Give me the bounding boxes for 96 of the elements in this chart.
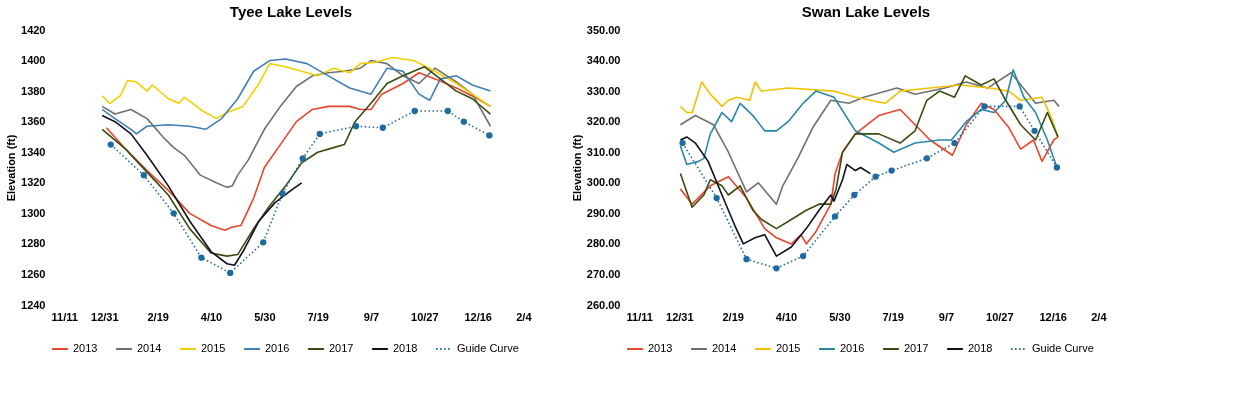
- y-tick-label: 260.00: [586, 298, 621, 311]
- point: [260, 239, 267, 246]
- y-tick-label: 280.00: [586, 237, 621, 250]
- point: [773, 265, 780, 272]
- point: [299, 155, 306, 162]
- y-axis-title: Elevation (ft): [5, 134, 18, 202]
- point: [981, 103, 988, 110]
- legend-label: 2013: [73, 342, 98, 354]
- point: [444, 107, 451, 115]
- y-tick-label: 1320: [21, 176, 46, 189]
- x-tick-label: 7/19: [882, 310, 904, 323]
- x-tick-label: 2/19: [147, 310, 169, 323]
- point: [951, 139, 958, 147]
- line-series: [679, 75, 1059, 230]
- legend-label: Guide Curve: [1032, 342, 1094, 354]
- x-tick-label: 7/19: [307, 310, 329, 323]
- point: [352, 123, 360, 130]
- legend-label: 2016: [265, 342, 290, 354]
- y-tick-label: 290.00: [586, 206, 621, 219]
- line-series: [101, 114, 303, 267]
- chart-title: Swan Lake Levels: [801, 3, 931, 20]
- y-tick-label: 1400: [21, 54, 46, 67]
- x-tick-label: 5/30: [254, 310, 276, 323]
- legend-label: 2015: [776, 342, 801, 354]
- point: [799, 252, 807, 260]
- y-tick-label: 1420: [21, 23, 46, 36]
- legend-label: 2017: [329, 342, 354, 354]
- point: [198, 254, 205, 261]
- y-tick-label: 310.00: [586, 145, 621, 158]
- point: [379, 124, 386, 131]
- x-tick-label: 9/7: [363, 310, 380, 323]
- legend-label: 2016: [840, 342, 865, 354]
- point: [1053, 164, 1061, 171]
- point: [713, 194, 720, 202]
- line-series: [679, 71, 1060, 205]
- point: [227, 269, 234, 277]
- x-tick-label: 9/7: [938, 310, 955, 323]
- legend-label: 2017: [904, 342, 929, 354]
- y-tick-label: 1260: [21, 267, 46, 280]
- x-tick-label: 2/19: [722, 310, 744, 323]
- legend-label: Guide Curve: [457, 342, 519, 354]
- point: [411, 107, 418, 115]
- point: [679, 139, 686, 147]
- line-series: [101, 58, 492, 135]
- x-tick-label: 12/16: [1039, 310, 1067, 323]
- line-series: [101, 65, 492, 257]
- x-tick-label: 12/16: [464, 310, 492, 323]
- legend-label: 2014: [137, 342, 162, 354]
- x-tick-label: 10/27: [986, 310, 1014, 323]
- x-tick-label: 11/11: [51, 310, 78, 323]
- point: [170, 210, 177, 217]
- line-series: [101, 59, 492, 189]
- x-tick-label: 12/31: [666, 310, 694, 323]
- y-tick-label: 1380: [21, 84, 46, 97]
- x-tick-label: 2/4: [1091, 310, 1108, 323]
- y-tick-label: 300.00: [586, 176, 621, 189]
- point: [316, 130, 323, 138]
- point: [888, 167, 895, 174]
- point: [1016, 103, 1023, 110]
- y-axis-title: Elevation (ft): [570, 134, 583, 202]
- x-tick-label: 4/10: [775, 310, 798, 323]
- y-tick-label: 340.00: [586, 54, 621, 67]
- point: [460, 118, 467, 125]
- x-tick-label: 11/11: [626, 310, 653, 323]
- legend-label: 2013: [648, 342, 673, 354]
- x-tick-label: 12/31: [91, 310, 119, 323]
- chart-title: Tyee Lake Levels: [229, 3, 353, 20]
- y-tick-label: 1360: [21, 115, 46, 128]
- y-tick-label: 270.00: [586, 267, 621, 280]
- y-tick-label: 1240: [21, 298, 46, 311]
- line-series: [101, 56, 492, 120]
- point: [486, 132, 493, 139]
- point: [872, 173, 879, 180]
- x-tick-label: 2/4: [516, 310, 533, 323]
- point: [831, 213, 839, 220]
- point: [743, 256, 750, 263]
- y-tick-label: 1340: [21, 145, 46, 158]
- legend-label: 2015: [201, 342, 226, 354]
- point: [140, 171, 147, 179]
- legend-label: 2014: [712, 342, 737, 354]
- point: [851, 191, 858, 199]
- legend-label: 2018: [393, 342, 418, 354]
- y-tick-label: 350.00: [586, 23, 621, 36]
- point: [107, 141, 114, 148]
- point: [923, 155, 930, 162]
- line-series: [679, 102, 1059, 245]
- point: [1031, 127, 1038, 134]
- point: [279, 190, 286, 197]
- x-tick-label: 5/30: [829, 310, 851, 323]
- x-tick-label: 4/10: [200, 310, 223, 323]
- y-tick-label: 330.00: [586, 84, 621, 97]
- y-tick-label: 1280: [21, 237, 46, 250]
- y-tick-label: 320.00: [586, 115, 621, 128]
- y-tick-label: 1300: [21, 206, 46, 219]
- x-tick-label: 10/27: [411, 310, 439, 323]
- legend-label: 2018: [968, 342, 993, 354]
